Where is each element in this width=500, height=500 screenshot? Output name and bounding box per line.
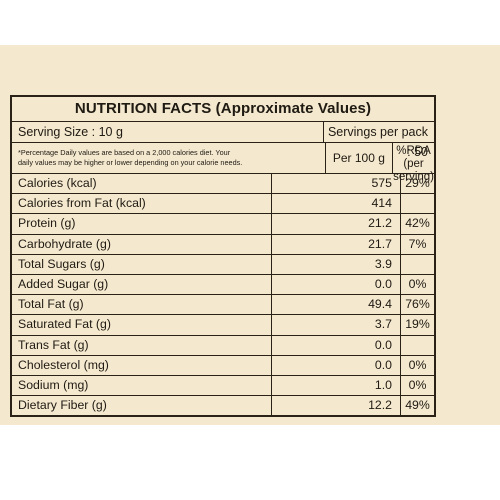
daily-value-note: *Percentage Daily values are based on a … <box>12 143 326 173</box>
nutrient-value: 21.2 <box>272 214 401 234</box>
nutrient-rda: 0% <box>408 377 427 392</box>
nutrient-value: 3.7 <box>272 315 401 335</box>
nutrient-value: 1.0 <box>272 375 401 396</box>
table-row: Total Sugars (g) 3.9 <box>12 254 434 275</box>
nutrient-name: Added Sugar (g) <box>12 274 272 295</box>
nutrition-facts-table: NUTRITION FACTS (Approximate Values) Ser… <box>10 95 436 418</box>
nutrient-name: Protein (g) <box>12 214 272 234</box>
nutrient-rda <box>401 255 434 274</box>
nutrient-value: 414 <box>272 194 401 214</box>
table-row: Trans Fat (g) 0.0 <box>12 335 434 356</box>
table-row: Carbohydrate (g) 21.7 7% <box>12 234 434 255</box>
nutrient-rda: 29% <box>405 176 430 190</box>
nutrient-value: 49.4 <box>272 295 401 315</box>
nutrient-name: Total Fat (g) <box>12 295 272 315</box>
nutrient-rows: Calories (kcal) 575 29% Calories from Fat … <box>12 174 434 416</box>
rda-header: %RDA (per serving) <box>393 143 434 183</box>
nutrient-name: Sodium (mg) <box>12 375 272 396</box>
nutrient-name: Calories from Fat (kcal) <box>12 194 272 214</box>
daily-value-note-line-1: *Percentage Daily values are based on a … <box>18 148 231 157</box>
servings-per-pack: Servings per pack : 50 <box>327 125 428 159</box>
nutrient-rda: 76% <box>405 297 430 312</box>
rda-header-line-1: %RDA <box>396 145 431 157</box>
nutrient-value: 0.0 <box>272 335 401 355</box>
table-row: Saturated Fat (g) 3.7 19% <box>12 315 434 336</box>
nutrient-rda <box>401 336 434 355</box>
nutrient-value: 3.9 <box>272 254 401 274</box>
nutrient-rda: 0% <box>408 357 427 372</box>
per-100g-header: Per 100 g <box>326 143 394 173</box>
table-title: NUTRITION FACTS (Approximate Values) <box>12 97 434 122</box>
table-row: Sodium (mg) 1.0 0% <box>12 375 434 397</box>
table-row: Calories from Fat (kcal) 414 <box>12 194 434 215</box>
nutrient-value: 21.7 <box>272 234 401 254</box>
nutrient-rda: 7% <box>408 236 427 251</box>
nutrient-name: Cholesterol (mg) <box>12 355 272 375</box>
table-row: Protein (g) 21.2 42% <box>12 214 434 235</box>
table-row: Total Fat (g) 49.4 76% <box>12 295 434 316</box>
nutrient-rda: 42% <box>405 216 430 231</box>
nutrient-name: Calories (kcal) <box>12 174 272 194</box>
nutrient-name: Trans Fat (g) <box>12 335 272 355</box>
nutrient-rda: 49% <box>405 398 430 413</box>
nutrient-name: Saturated Fat (g) <box>12 315 272 335</box>
serving-row: Serving Size : 10 g Servings per pack : … <box>12 122 434 159</box>
column-header-row: *Percentage Daily values are based on a … <box>12 143 434 183</box>
rda-header-line-2: (per serving) <box>393 158 434 183</box>
table-row: Added Sugar (g) 0.0 0% <box>12 274 434 296</box>
table-row: Cholesterol (mg) 0.0 0% <box>12 355 434 376</box>
serving-size: Serving Size : 10 g <box>12 122 324 142</box>
nutrient-name: Total Sugars (g) <box>12 254 272 274</box>
nutrient-value: 0.0 <box>272 355 401 375</box>
nutrient-value: 575 <box>272 174 401 194</box>
nutrient-value: 0.0 <box>272 274 401 295</box>
nutrient-name: Dietary Fiber (g) <box>12 396 272 416</box>
nutrient-rda: 19% <box>405 317 430 332</box>
table-row: Dietary Fiber (g) 12.2 49% <box>12 396 434 416</box>
nutrient-value: 12.2 <box>272 396 401 416</box>
nutrient-rda: 0% <box>408 276 427 291</box>
nutrient-name: Carbohydrate (g) <box>12 234 272 254</box>
nutrient-rda <box>401 194 434 213</box>
table-row: Calories (kcal) 575 29% <box>12 174 434 195</box>
daily-value-note-line-2: daily values may be higher or lower depe… <box>18 158 243 167</box>
